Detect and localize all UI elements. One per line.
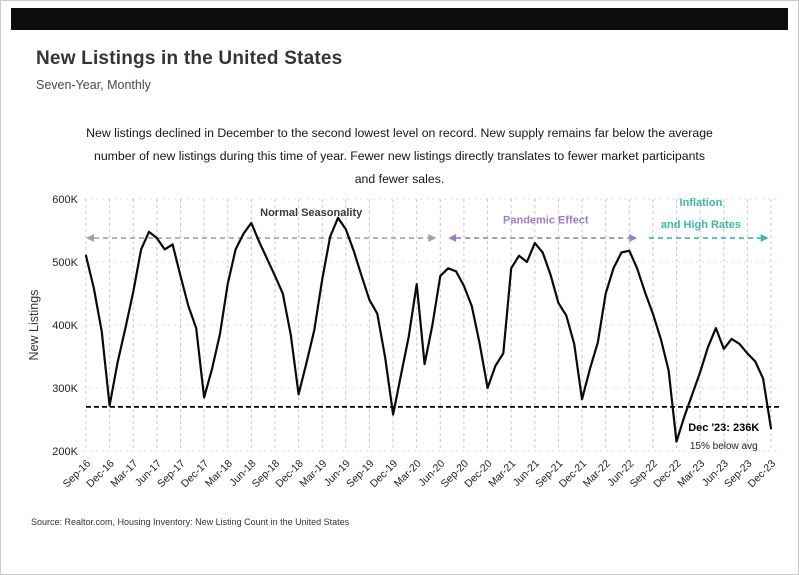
y-axis-title: New Listings <box>27 290 41 361</box>
top-black-bar <box>11 8 788 30</box>
arrow-head-right <box>629 234 638 243</box>
y-tick-label: 300K <box>52 383 78 395</box>
source-note: Source: Realtor.com, Housing Inventory: … <box>31 517 350 527</box>
annotation-label: Inflation and High Rates <box>661 197 741 231</box>
new-listings-line-chart: 200K300K400K500K600KSep-16Dec-16Mar-17Ju… <box>27 194 781 490</box>
arrow-head-right <box>760 234 769 243</box>
y-tick-label: 500K <box>52 257 78 269</box>
y-tick-label: 200K <box>52 446 78 458</box>
last-point-label: Dec '23: 236K <box>688 422 759 434</box>
series-line <box>84 216 773 443</box>
x-tick-label: Mar-21 <box>486 458 518 490</box>
page-subtitle: Seven-Year, Monthly <box>36 78 151 92</box>
arrow-head-left <box>86 234 94 243</box>
x-tick-label: Mar-20 <box>392 458 424 490</box>
x-tick-label: Mar-23 <box>675 458 707 490</box>
chart-description: New listings declined in December to the… <box>86 126 713 186</box>
last-point-sublabel: 15% below avg <box>690 441 758 452</box>
annotation-label: Pandemic Effect <box>503 215 589 227</box>
arrow-head-left <box>448 234 457 243</box>
y-tick-label: 600K <box>52 194 78 206</box>
y-tick-label: 400K <box>52 320 78 332</box>
arrow-head-right <box>428 234 437 243</box>
page-title: New Listings in the United States <box>36 48 343 69</box>
x-tick-label: Mar-17 <box>108 458 140 490</box>
annotation-label: Normal Seasonality <box>260 207 363 219</box>
x-tick-label: Mar-22 <box>581 458 613 490</box>
x-tick-label: Mar-18 <box>203 458 235 490</box>
x-tick-label: Mar-19 <box>297 458 329 490</box>
